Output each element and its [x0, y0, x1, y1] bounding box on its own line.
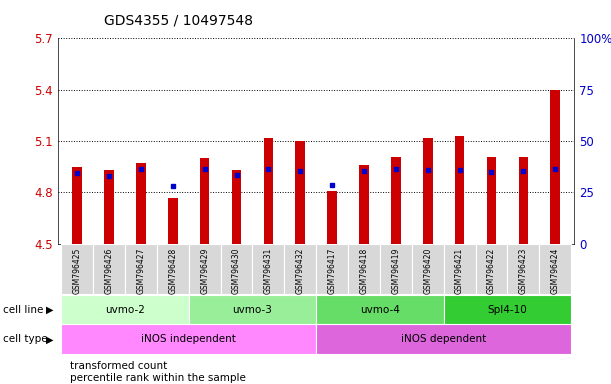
Bar — [284, 244, 316, 294]
Text: Spl4-10: Spl4-10 — [488, 305, 527, 314]
Bar — [93, 244, 125, 294]
Bar — [61, 244, 93, 294]
Text: GSM796421: GSM796421 — [455, 248, 464, 294]
Text: GSM796432: GSM796432 — [296, 248, 305, 294]
Bar — [316, 244, 348, 294]
Text: GSM796418: GSM796418 — [359, 248, 368, 294]
Text: uvmo-4: uvmo-4 — [360, 305, 400, 314]
Text: GSM796427: GSM796427 — [136, 248, 145, 294]
Text: uvmo-3: uvmo-3 — [233, 305, 273, 314]
Text: GSM796423: GSM796423 — [519, 248, 528, 294]
Text: transformed count: transformed count — [70, 361, 167, 371]
Text: GSM796430: GSM796430 — [232, 248, 241, 294]
Bar — [359, 165, 369, 244]
Text: cell type: cell type — [3, 334, 48, 344]
Bar — [444, 295, 571, 324]
Bar — [316, 324, 571, 354]
Bar — [221, 244, 252, 294]
Bar — [316, 295, 444, 324]
Text: GSM796422: GSM796422 — [487, 248, 496, 294]
Bar — [455, 136, 464, 244]
Bar — [168, 198, 178, 244]
Bar — [232, 170, 241, 244]
Text: ▶: ▶ — [46, 305, 54, 314]
Bar — [136, 163, 145, 244]
Text: GSM796428: GSM796428 — [168, 248, 177, 294]
Bar — [189, 244, 221, 294]
Text: GDS4355 / 10497548: GDS4355 / 10497548 — [104, 13, 253, 27]
Bar — [61, 295, 189, 324]
Bar — [519, 157, 528, 244]
Text: GSM796420: GSM796420 — [423, 248, 432, 294]
Bar — [423, 138, 433, 244]
Bar — [327, 191, 337, 244]
Text: GSM796417: GSM796417 — [327, 248, 337, 294]
Bar — [263, 138, 273, 244]
Bar — [507, 244, 540, 294]
Text: iNOS independent: iNOS independent — [141, 334, 236, 344]
Bar — [444, 244, 475, 294]
Bar — [104, 170, 114, 244]
Text: GSM796429: GSM796429 — [200, 248, 209, 294]
Text: GSM796431: GSM796431 — [264, 248, 273, 294]
Text: GSM796419: GSM796419 — [392, 248, 400, 294]
Bar — [391, 157, 401, 244]
Bar — [189, 295, 316, 324]
Bar — [540, 244, 571, 294]
Bar — [296, 141, 305, 244]
Bar — [475, 244, 507, 294]
Text: uvmo-2: uvmo-2 — [105, 305, 145, 314]
Bar — [72, 167, 82, 244]
Bar — [200, 158, 210, 244]
Text: percentile rank within the sample: percentile rank within the sample — [70, 373, 246, 383]
Text: GSM796424: GSM796424 — [551, 248, 560, 294]
Bar — [348, 244, 380, 294]
Text: ▶: ▶ — [46, 334, 54, 344]
Bar — [412, 244, 444, 294]
Text: GSM796426: GSM796426 — [104, 248, 114, 294]
Bar — [125, 244, 157, 294]
Bar — [380, 244, 412, 294]
Bar — [61, 324, 316, 354]
Text: GSM796425: GSM796425 — [73, 248, 82, 294]
Bar — [487, 157, 496, 244]
Bar — [157, 244, 189, 294]
Text: cell line: cell line — [3, 305, 43, 314]
Text: iNOS dependent: iNOS dependent — [401, 334, 486, 344]
Bar — [252, 244, 284, 294]
Bar — [551, 90, 560, 244]
